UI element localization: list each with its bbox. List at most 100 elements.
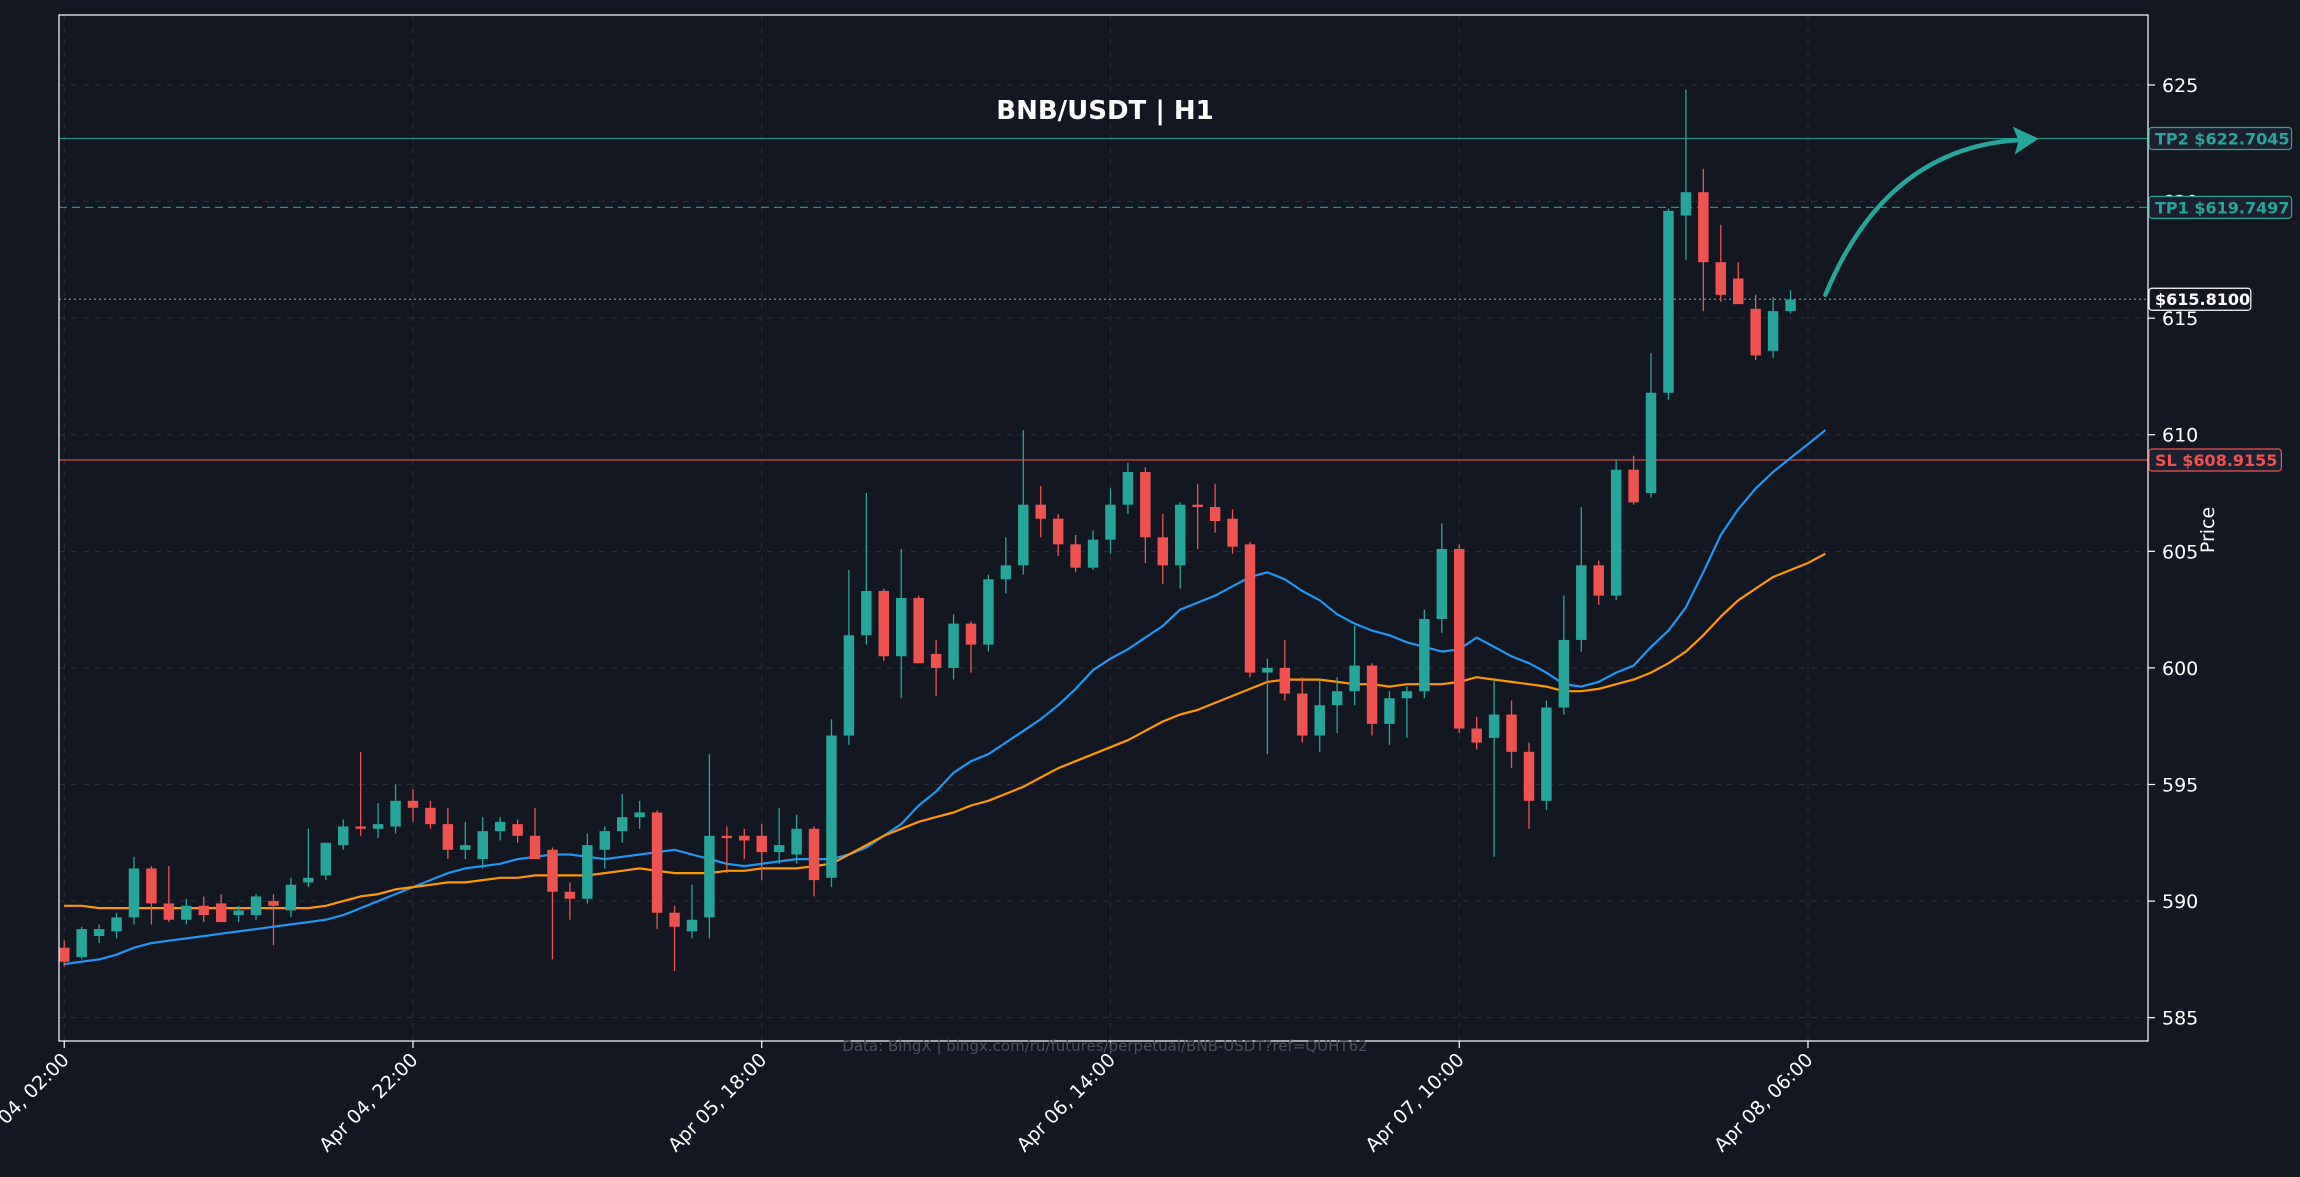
candle [948, 614, 959, 680]
candle [773, 807, 785, 864]
candle [1436, 523, 1448, 633]
candle [198, 896, 209, 923]
candle-body [669, 912, 680, 927]
candle-body [1105, 504, 1116, 540]
y-tick-label: 615 [2162, 308, 2198, 330]
candle [425, 800, 436, 829]
candle [930, 639, 942, 696]
candle [669, 905, 680, 972]
candle [704, 754, 715, 939]
series-ema50 [64, 552, 1826, 910]
candle-body [843, 635, 855, 736]
candle-body [372, 824, 384, 829]
candle [1174, 502, 1186, 589]
candle-body [529, 835, 541, 860]
candle [442, 807, 454, 860]
candle-body [1663, 210, 1674, 393]
candle-body [1174, 504, 1186, 566]
candle-body [1610, 469, 1622, 596]
candle [826, 719, 837, 888]
level-tag-tp1 [2148, 195, 2293, 219]
candle [1767, 297, 1779, 358]
candle [1593, 560, 1604, 605]
candle-body [791, 828, 802, 855]
candle [1541, 700, 1552, 811]
candle-body [965, 623, 977, 645]
candle [320, 842, 332, 881]
candle [1506, 700, 1517, 769]
candle-body [407, 800, 419, 808]
candle [895, 548, 907, 699]
candle [1453, 544, 1465, 734]
candle-body [564, 891, 576, 899]
candle-body [1750, 308, 1761, 356]
candle-body [1419, 618, 1430, 692]
candle-body [547, 849, 558, 892]
y-tick-label: 595 [2162, 775, 2198, 797]
candle-body [93, 929, 105, 937]
candle-body [460, 845, 471, 850]
candle-body [1384, 698, 1395, 724]
candle [128, 856, 140, 925]
chart-title: BNB/USDT | H1 [996, 96, 1214, 126]
candle [1628, 455, 1639, 505]
candle [616, 793, 628, 843]
candle-body [1279, 667, 1291, 694]
y-tick-label: 625 [2162, 75, 2198, 97]
candle [407, 789, 419, 822]
candle-body [337, 826, 349, 846]
candle [1105, 488, 1116, 554]
candle [1645, 353, 1657, 498]
candle-body [1349, 665, 1360, 692]
candle [215, 894, 227, 923]
candle-body [1000, 565, 1012, 580]
candle-body [704, 835, 715, 918]
ema-lines [64, 429, 1827, 966]
candle [250, 894, 262, 920]
candle [1715, 224, 1727, 302]
level-label-sl: SL $608.9155 [2155, 451, 2277, 470]
candle [163, 866, 175, 923]
candle-body [442, 824, 454, 850]
candle-body [76, 929, 87, 958]
candle [233, 905, 244, 923]
candle [1297, 677, 1308, 743]
candle [1000, 537, 1012, 594]
candle-body [1436, 548, 1448, 619]
candle [372, 803, 384, 839]
candle [268, 894, 279, 946]
candle [1680, 89, 1692, 260]
candle [1070, 534, 1081, 573]
candle [756, 824, 767, 881]
candle-body [181, 905, 192, 920]
candle-body [250, 896, 262, 916]
candle-body [1453, 548, 1465, 729]
candle [1558, 595, 1570, 715]
candle-body [512, 824, 523, 836]
candle-body [320, 842, 332, 876]
candle [76, 926, 87, 960]
level-tag-current [2148, 287, 2252, 311]
candle-body [1715, 262, 1727, 295]
candle-body [1628, 469, 1639, 503]
candle [303, 828, 314, 888]
candles [59, 89, 1796, 972]
candle-body [1331, 691, 1343, 706]
candle [1698, 168, 1709, 312]
candle [1279, 639, 1291, 701]
candle-body [1018, 504, 1029, 566]
candle [965, 621, 977, 673]
candle-body [1209, 507, 1221, 522]
candle-body [1488, 714, 1500, 738]
candle-body [1558, 639, 1570, 708]
series-ema20 [64, 429, 1827, 966]
candle-body [215, 903, 227, 923]
candle-body [895, 597, 907, 657]
candle [1262, 658, 1273, 755]
candle-body [1523, 751, 1535, 801]
candle [739, 828, 750, 860]
candle-body [1140, 472, 1151, 538]
candle [1122, 462, 1134, 515]
level-label-tp1: TP1 $619.7497 [2155, 198, 2289, 217]
candle [529, 807, 541, 860]
